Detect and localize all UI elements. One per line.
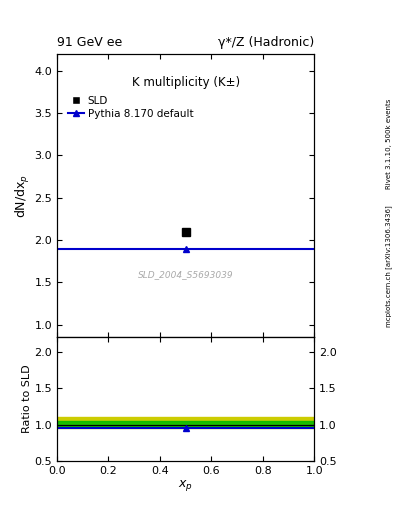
Text: mcplots.cern.ch [arXiv:1306.3436]: mcplots.cern.ch [arXiv:1306.3436] bbox=[386, 205, 393, 327]
Text: 91 GeV ee: 91 GeV ee bbox=[57, 36, 122, 49]
Text: γ*/Z (Hadronic): γ*/Z (Hadronic) bbox=[218, 36, 314, 49]
Bar bbox=[57, 421, 314, 426]
Legend: SLD, Pythia 8.170 default: SLD, Pythia 8.170 default bbox=[65, 93, 196, 122]
X-axis label: $x_p$: $x_p$ bbox=[178, 478, 193, 494]
Text: K multiplicity (K±): K multiplicity (K±) bbox=[132, 76, 240, 90]
Bar bbox=[57, 417, 314, 428]
Text: SLD_2004_S5693039: SLD_2004_S5693039 bbox=[138, 270, 233, 280]
Y-axis label: dN/dx$_p$: dN/dx$_p$ bbox=[14, 174, 31, 218]
Text: Rivet 3.1.10, 500k events: Rivet 3.1.10, 500k events bbox=[386, 98, 392, 188]
Y-axis label: Ratio to SLD: Ratio to SLD bbox=[22, 365, 31, 434]
